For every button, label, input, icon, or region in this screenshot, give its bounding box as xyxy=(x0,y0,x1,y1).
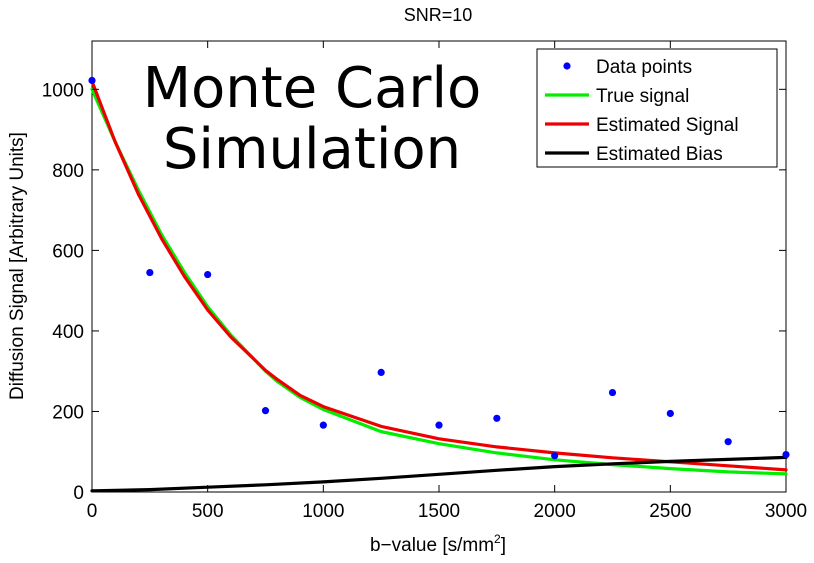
x-axis-label-superscript: 2 xyxy=(494,532,501,546)
data-point xyxy=(88,76,96,85)
x-tick-label: 500 xyxy=(192,501,224,522)
data-point xyxy=(261,407,270,415)
legend-label-true-signal: True signal xyxy=(596,86,689,107)
y-tick-label: 1000 xyxy=(42,80,84,101)
data-points xyxy=(88,76,790,460)
axis-ticks: 0 500 1000 1500 2000 2500 3000 0 200 400 600 800 100… xyxy=(42,41,807,522)
overlay-line-2: Simulation xyxy=(163,117,461,182)
y-tick-label: 600 xyxy=(52,241,84,262)
legend: Data points True signal Estimated Signal Es… xyxy=(536,48,778,168)
series-line-estimated-signal xyxy=(90,79,788,472)
legend-label-estimated-bias: Estimated Bias xyxy=(596,144,723,165)
y-tick-label: 0 xyxy=(73,483,84,504)
data-point xyxy=(608,388,617,397)
data-point xyxy=(724,438,732,446)
x-tick-label: 1500 xyxy=(418,501,460,522)
y-tick-label: 800 xyxy=(52,161,84,182)
y-axis-label: Diffusion Signal [Arbitrary Units] xyxy=(7,132,28,400)
x-tick-label: 3000 xyxy=(765,501,807,522)
data-point xyxy=(782,450,790,459)
y-tick-label: 200 xyxy=(52,402,84,423)
chart-title: SNR=10 xyxy=(404,5,473,25)
data-point xyxy=(493,414,501,422)
data-point xyxy=(666,409,674,418)
data-point xyxy=(146,268,154,277)
legend-label-data-points: Data points xyxy=(596,57,692,78)
x-tick-label: 0 xyxy=(87,501,98,522)
overlay-line-1: Monte Carlo xyxy=(143,56,482,121)
data-point xyxy=(551,452,559,460)
data-point xyxy=(204,270,212,279)
x-tick-label: 2000 xyxy=(534,501,576,522)
x-tick-label: 2500 xyxy=(649,501,691,522)
x-axis-label-main: b−value [s/mm xyxy=(370,535,494,556)
data-point xyxy=(435,421,443,429)
legend-label-estimated-signal: Estimated Signal xyxy=(596,115,739,136)
x-axis-label-suffix: ] xyxy=(501,535,506,556)
data-point xyxy=(319,421,327,429)
x-tick-label: 1000 xyxy=(302,501,344,522)
y-tick-label: 400 xyxy=(52,322,84,343)
legend-marker-data-points xyxy=(563,62,571,70)
x-axis-label: b−value [s/mm2] xyxy=(370,532,506,556)
data-point xyxy=(377,368,385,377)
